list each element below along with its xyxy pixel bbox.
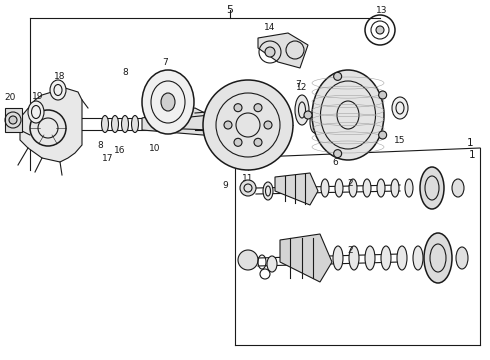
Text: 1: 1 <box>466 138 473 148</box>
Ellipse shape <box>363 179 371 197</box>
Ellipse shape <box>392 97 408 119</box>
Ellipse shape <box>413 246 423 270</box>
Ellipse shape <box>349 246 359 270</box>
Ellipse shape <box>420 167 444 209</box>
Ellipse shape <box>321 179 329 197</box>
Ellipse shape <box>397 246 407 270</box>
Text: 15: 15 <box>394 135 406 144</box>
Ellipse shape <box>452 179 464 197</box>
Circle shape <box>254 138 262 146</box>
Ellipse shape <box>267 256 277 272</box>
Polygon shape <box>20 88 82 162</box>
Circle shape <box>234 104 242 112</box>
Ellipse shape <box>424 233 452 283</box>
Circle shape <box>264 121 272 129</box>
Polygon shape <box>275 173 318 205</box>
Ellipse shape <box>312 70 384 160</box>
Text: 5: 5 <box>226 5 234 15</box>
Text: 8: 8 <box>122 68 128 77</box>
Polygon shape <box>142 108 215 136</box>
Text: 10: 10 <box>149 144 161 153</box>
Ellipse shape <box>310 111 320 133</box>
Text: 19: 19 <box>32 91 44 100</box>
Circle shape <box>203 80 293 170</box>
Text: 2: 2 <box>347 179 353 188</box>
Circle shape <box>240 180 256 196</box>
Ellipse shape <box>161 93 175 111</box>
Ellipse shape <box>122 116 128 132</box>
Circle shape <box>334 72 342 80</box>
Circle shape <box>334 150 342 158</box>
Text: 18: 18 <box>54 72 66 81</box>
Text: 12: 12 <box>296 82 308 91</box>
Circle shape <box>304 111 312 119</box>
Ellipse shape <box>28 101 44 123</box>
Ellipse shape <box>142 70 194 134</box>
Circle shape <box>224 121 232 129</box>
Text: 16: 16 <box>114 145 126 154</box>
Circle shape <box>379 131 387 139</box>
Ellipse shape <box>333 246 343 270</box>
Ellipse shape <box>131 116 139 132</box>
Ellipse shape <box>377 179 385 197</box>
Text: 14: 14 <box>264 23 276 32</box>
Circle shape <box>379 91 387 99</box>
Circle shape <box>238 250 258 270</box>
Ellipse shape <box>295 95 309 125</box>
Circle shape <box>234 138 242 146</box>
Ellipse shape <box>349 179 357 197</box>
Text: 9: 9 <box>222 180 228 189</box>
Ellipse shape <box>50 80 66 100</box>
Text: 11: 11 <box>242 174 254 183</box>
Ellipse shape <box>391 179 399 197</box>
Text: 6: 6 <box>332 158 338 166</box>
Text: 2: 2 <box>347 246 353 255</box>
Ellipse shape <box>101 116 108 132</box>
Ellipse shape <box>381 246 391 270</box>
Polygon shape <box>258 33 308 68</box>
Polygon shape <box>280 234 332 282</box>
Text: 7: 7 <box>295 80 301 89</box>
Text: 20: 20 <box>4 93 16 102</box>
Ellipse shape <box>365 246 375 270</box>
Ellipse shape <box>405 179 413 197</box>
Text: 8: 8 <box>97 140 103 149</box>
Text: 7: 7 <box>162 58 168 67</box>
Polygon shape <box>5 108 22 132</box>
Circle shape <box>254 104 262 112</box>
Ellipse shape <box>456 247 468 269</box>
Ellipse shape <box>335 179 343 197</box>
Text: 17: 17 <box>102 153 114 162</box>
Circle shape <box>9 116 17 124</box>
Ellipse shape <box>263 182 273 200</box>
Circle shape <box>376 26 384 34</box>
Text: 13: 13 <box>376 5 388 14</box>
Circle shape <box>265 47 275 57</box>
Ellipse shape <box>112 116 119 132</box>
Text: 1: 1 <box>469 150 475 160</box>
